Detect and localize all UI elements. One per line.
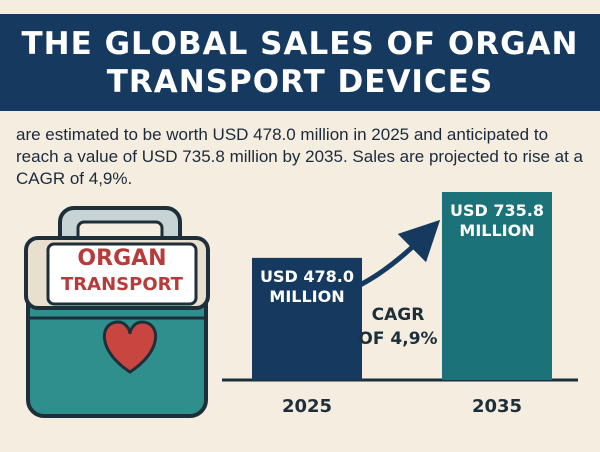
bar-2035 (442, 192, 552, 380)
case-label-line-2: TRANSPORT (61, 274, 183, 295)
title-line-1: THE GLOBAL SALES OF ORGAN (21, 25, 579, 62)
title-line-2: TRANSPORT DEVICES (106, 63, 494, 100)
bar-2025 (252, 257, 362, 380)
cagr-annotation-line-1: CAGR (372, 305, 425, 325)
description-text: are estimated to be worth USD 478.0 mill… (16, 125, 583, 188)
cagr-annotation-line-2: OF 4,9% (358, 329, 437, 349)
data-label-2025-line-2: MILLION (269, 287, 344, 306)
case-label-text: ORGAN TRANSPORT (48, 245, 196, 297)
header-banner: THE GLOBAL SALES OF ORGAN TRANSPORT DEVI… (0, 14, 600, 111)
data-label-2035-line-2: MILLION (459, 221, 534, 240)
data-label-2025-line-1: USD 478.0 (260, 267, 354, 286)
data-label-2035-line-1: USD 735.8 (450, 201, 544, 220)
case-label-line-1: ORGAN (77, 246, 167, 271)
tick-label-2025: 2025 (282, 396, 332, 417)
tick-label-2035: 2035 (472, 396, 522, 417)
